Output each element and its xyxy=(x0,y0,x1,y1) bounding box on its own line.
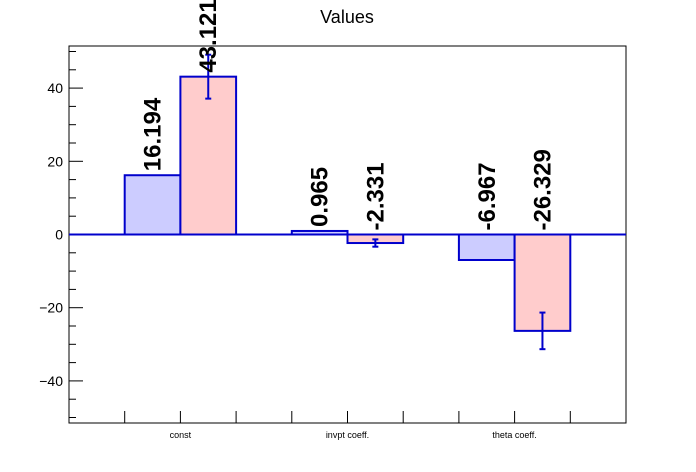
x-category-label: theta coeff. xyxy=(492,430,536,440)
bar xyxy=(123,174,182,236)
data-labels: 16.194 0.965 -6.967 43.121 -2.331 -26.329 xyxy=(140,0,557,231)
x-category-label: invpt coeff. xyxy=(326,430,369,440)
bar xyxy=(179,75,238,236)
y-tick-label: 0 xyxy=(55,227,63,243)
bar-value-label: -6.967 xyxy=(474,162,501,230)
bar xyxy=(457,233,516,262)
chart-title: Values xyxy=(320,7,374,27)
bar-value-label: 43.121 xyxy=(195,0,222,73)
x-axis: const invpt coeff. theta coeff. xyxy=(124,411,571,440)
bar-value-label: -26.329 xyxy=(529,149,556,230)
x-category-label: const xyxy=(170,430,192,440)
bar-value-label: 16.194 xyxy=(140,97,167,171)
bars xyxy=(69,53,626,351)
bar-value-label: -2.331 xyxy=(362,162,389,230)
y-tick-label: −20 xyxy=(39,300,63,316)
y-tick-label: 40 xyxy=(47,80,63,96)
bar-value-label: 0.965 xyxy=(307,167,334,227)
y-axis: −40 −20 0 20 40 xyxy=(39,50,83,419)
y-tick-label: 20 xyxy=(47,153,63,169)
y-tick-label: −40 xyxy=(39,373,63,389)
